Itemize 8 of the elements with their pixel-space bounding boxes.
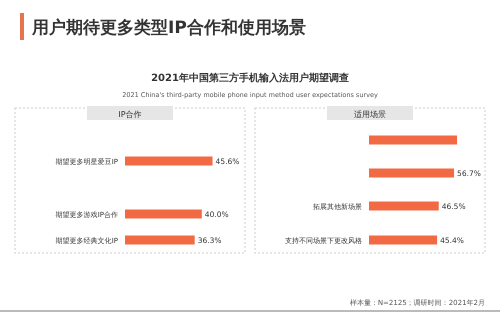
text: 用户期待更多类型IP合作和使用场景: [31, 18, 306, 38]
chart-title: IP合作: [118, 110, 142, 119]
text: 2021年中国第三方手机输入法用户期望调查: [151, 72, 349, 84]
bar: [369, 236, 438, 244]
bar: [369, 202, 439, 210]
chart-title: 适用场景: [354, 110, 386, 119]
bar: [369, 136, 458, 144]
bar: [369, 168, 454, 178]
